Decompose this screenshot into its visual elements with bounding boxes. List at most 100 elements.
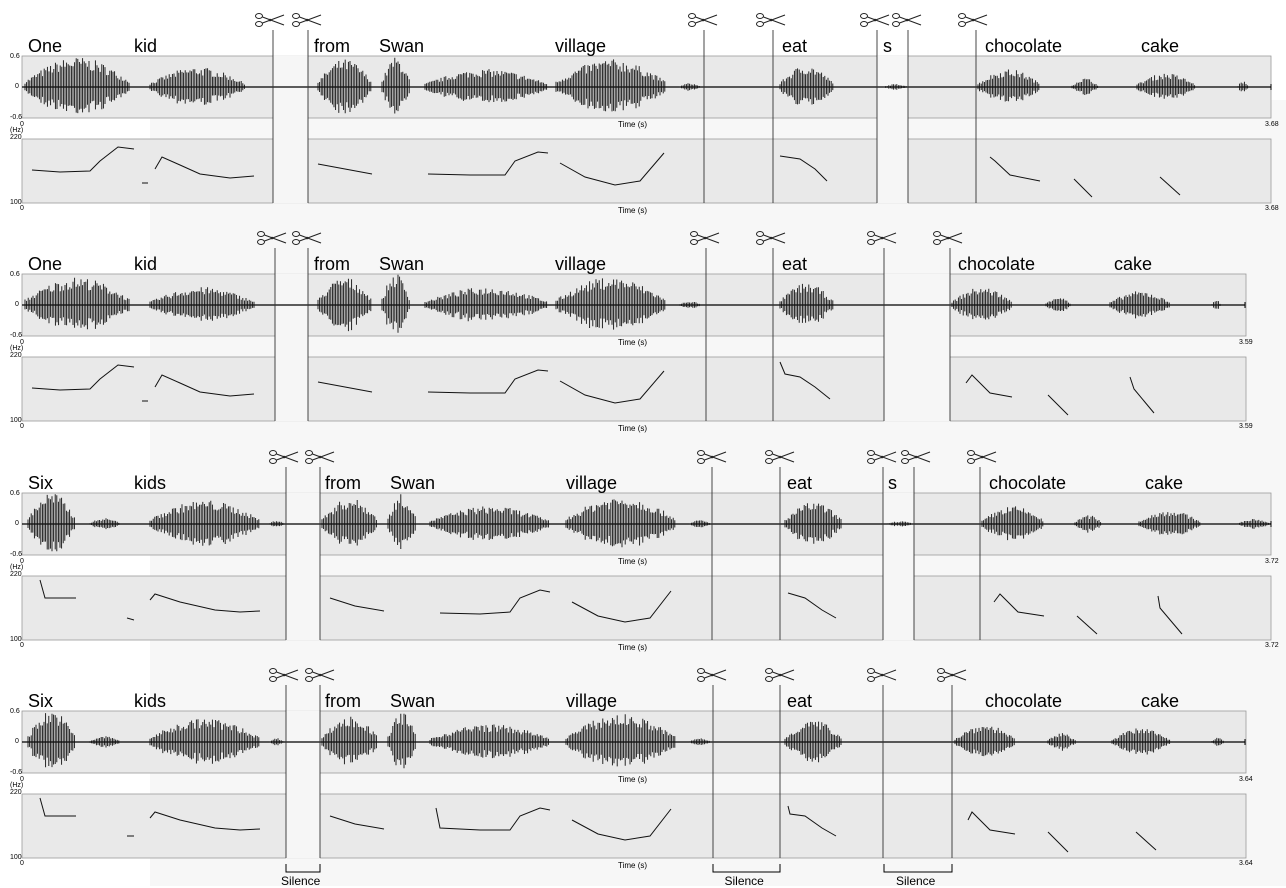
cut-gap [286,710,320,859]
wave-min-label: -0.6 [10,114,23,121]
time-start-label: 0 [20,642,24,649]
word-label: s [888,473,897,493]
duration-label: 3.72 [1265,642,1279,649]
silence-bracket [712,864,781,873]
scissors-icon [305,668,335,682]
pitch-contour [787,592,837,619]
word-label: eat [782,254,808,274]
waveform [27,713,1224,769]
word-label: chocolate [958,254,1036,274]
scissors-icon [937,668,967,682]
pitch-contour [559,152,665,186]
pitch-panel [21,356,1247,422]
pitch-unit-label: (Hz) [10,782,24,789]
pitch-contour [779,155,828,182]
pitch-contour [559,370,665,404]
pitch-max-label: 220 [10,352,22,359]
scissors-icon [765,450,795,464]
time-axis-label: Time (s) [618,557,648,566]
waveform [24,57,1249,114]
duration-label: 3.68 [1265,121,1279,128]
pitch-max-label: 220 [10,134,22,141]
pitch-contour [39,579,76,599]
pitch-contour [149,811,261,831]
pitch-max-label: 220 [10,789,22,796]
wave-max-label: 0.6 [10,708,20,715]
time-start-label: 0 [20,860,24,867]
pitch-contour [1129,376,1155,414]
time-axis-label: Time (s) [618,120,648,129]
word-label: kid [134,36,158,56]
scissors-icon [255,13,285,27]
silence-label: Silence [896,874,936,888]
pitch-contour [317,381,373,393]
word-label: cake [1141,691,1180,711]
pitch-contour [435,807,551,831]
word-label: village [566,473,618,493]
row-4 [21,685,1247,873]
pitch-unit-label: (Hz) [10,127,24,134]
word-label: Swan [390,473,436,493]
pitch-contour [31,146,135,173]
scissors-icon [967,450,997,464]
time-start-label: 0 [20,205,24,212]
word-label: from [314,36,350,56]
wave-zero-label: 0 [15,520,19,527]
cut-gap [273,55,308,204]
duration-label: 3.59 [1239,339,1253,346]
pitch-panel [21,138,1272,204]
time-axis-label: Time (s) [618,424,648,433]
pitch-contour [965,374,1013,398]
word-label: village [555,254,607,274]
wave-min-label: -0.6 [10,551,23,558]
pitch-contour [1159,176,1181,196]
scissors-icon [867,450,897,464]
silence-bracket [883,864,953,873]
cut-gap [286,492,320,641]
waveform [24,274,1221,333]
time-start-label: 0 [20,776,24,783]
row-1 [21,30,1272,204]
scissors-icon [860,13,890,27]
scissors-icon [697,450,727,464]
word-label: Six [28,473,54,493]
time-axis-label: Time (s) [618,775,648,784]
wave-min-label: -0.6 [10,769,23,776]
wave-zero-label: 0 [15,301,19,308]
cut-gap [275,273,308,422]
word-label: chocolate [985,691,1063,711]
row-3 [21,467,1272,641]
pitch-contour [329,815,385,830]
word-label: eat [787,691,813,711]
word-label: cake [1114,254,1153,274]
word-label: chocolate [989,473,1067,493]
pitch-contour [571,808,672,841]
cut-gap [883,492,914,641]
silence-bracket [285,864,321,873]
word-label: chocolate [985,36,1063,56]
word-label: One [28,254,63,274]
wave-max-label: 0.6 [10,271,20,278]
pitch-contour [427,369,549,394]
scissors-icon [688,13,718,27]
word-label: kids [134,691,167,711]
word-label: s [883,36,892,56]
wave-max-label: 0.6 [10,490,20,497]
row-2 [21,248,1247,422]
time-start-label: 0 [20,121,24,128]
wave-min-label: -0.6 [10,332,23,339]
word-label: village [566,691,618,711]
cut-gap [877,55,908,204]
scissors-icon [269,450,299,464]
scissors-icon [697,668,727,682]
wave-max-label: 0.6 [10,53,20,60]
word-label: One [28,36,63,56]
duration-label: 3.64 [1239,776,1253,783]
cut-gap [884,273,950,422]
pitch-contour [1047,394,1069,416]
time-axis-label: Time (s) [618,643,648,652]
pitch-contour [1135,831,1157,851]
duration-label: 3.68 [1265,205,1279,212]
pitch-contour [1047,831,1069,853]
